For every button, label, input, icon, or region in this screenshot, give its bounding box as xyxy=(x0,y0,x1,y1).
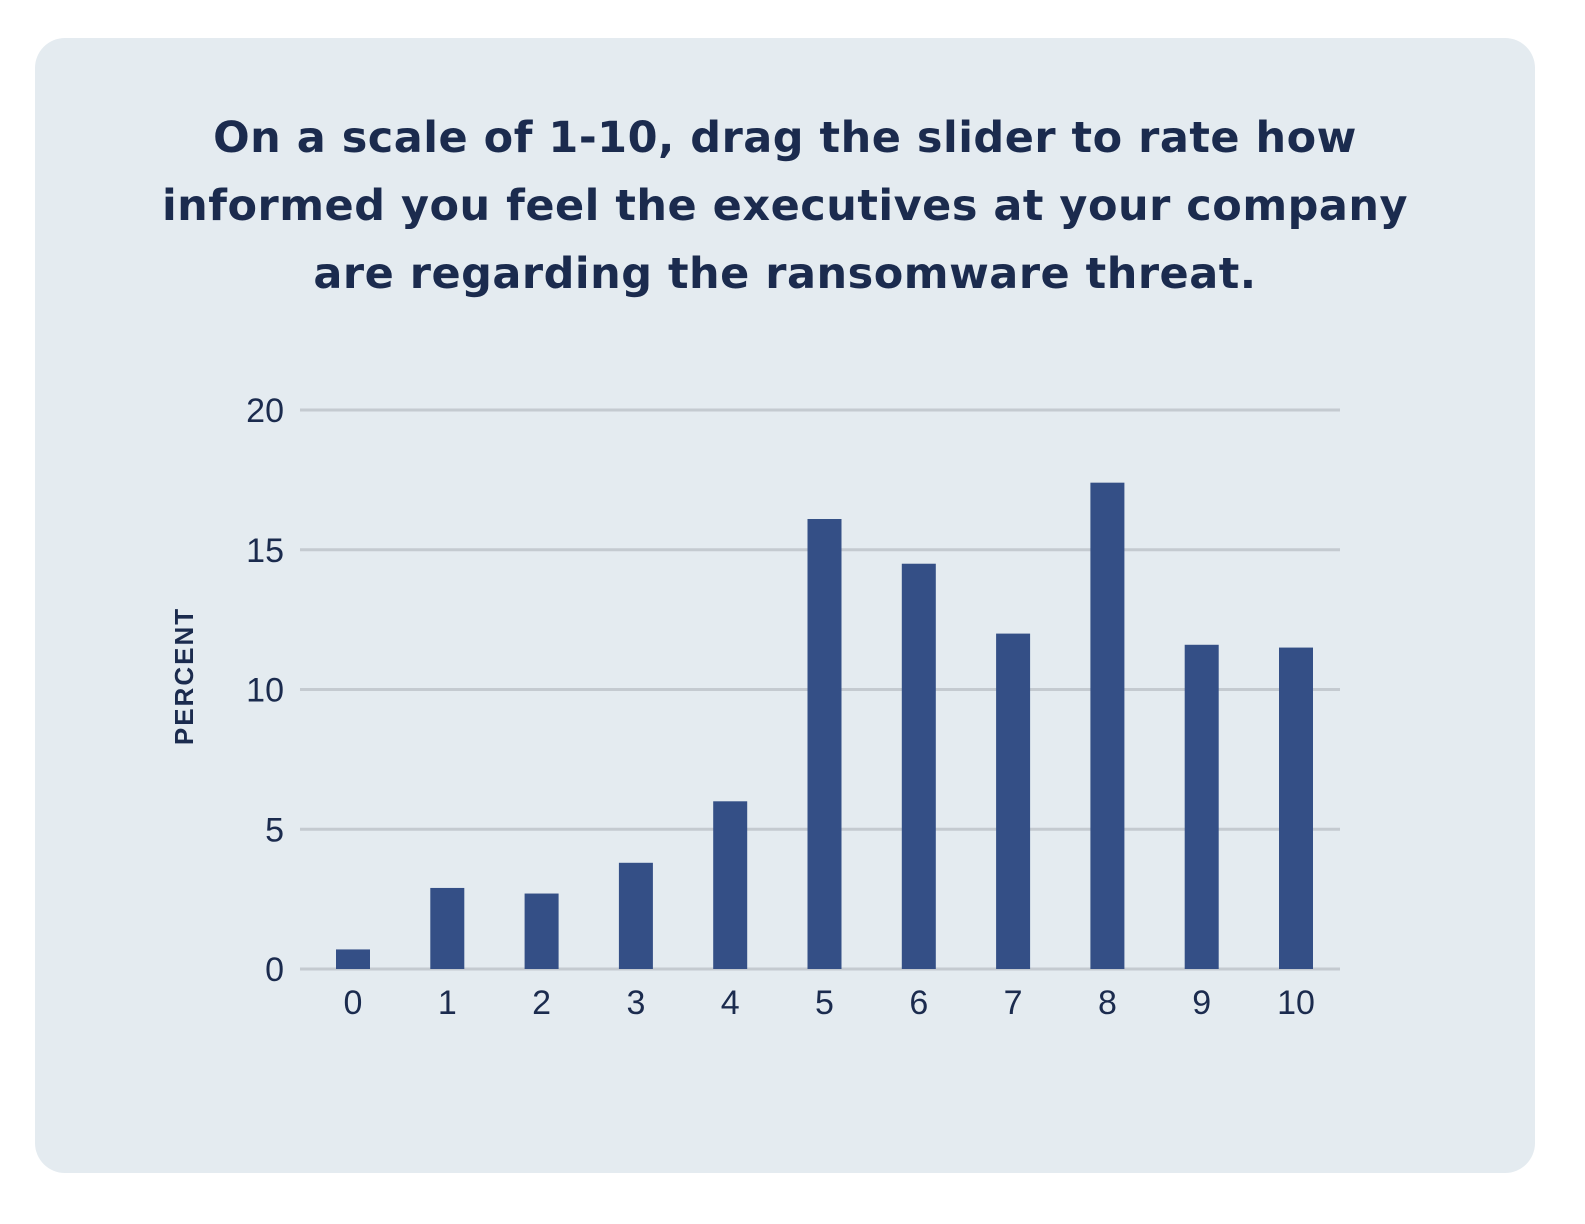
x-tick-label: 3 xyxy=(626,984,645,1022)
x-tick-label: 0 xyxy=(344,984,363,1022)
x-tick-label: 9 xyxy=(1192,984,1211,1022)
y-tick-label: 20 xyxy=(246,392,284,430)
chart-title: On a scale of 1-10, drag the slider to r… xyxy=(161,113,1409,299)
x-tick-label: 6 xyxy=(909,984,928,1022)
bar-5 xyxy=(807,519,842,969)
bar-1 xyxy=(430,887,465,969)
x-tick-label: 2 xyxy=(532,984,551,1022)
bars xyxy=(336,482,1313,969)
x-axis-ticks: 0 1 2 3 4 5 6 7 8 9 10 xyxy=(344,984,1315,1022)
y-axis-label: PERCENT xyxy=(169,607,199,745)
y-tick-label: 15 xyxy=(246,532,284,570)
x-tick-label: 5 xyxy=(815,984,834,1022)
bar-0 xyxy=(336,949,370,969)
bar-7 xyxy=(996,633,1031,969)
bar-8 xyxy=(1090,482,1125,969)
x-tick-label: 4 xyxy=(721,984,740,1022)
x-tick-label: 1 xyxy=(438,984,457,1022)
bar-4 xyxy=(713,801,748,969)
bar-10 xyxy=(1279,647,1313,969)
bar-3 xyxy=(618,862,653,969)
bar-2 xyxy=(524,893,559,969)
y-axis-ticks: 0 5 10 15 20 xyxy=(246,392,284,989)
x-tick-label: 10 xyxy=(1277,984,1315,1022)
x-tick-label: 7 xyxy=(1004,984,1023,1022)
y-tick-label: 5 xyxy=(265,811,284,849)
x-tick-label: 8 xyxy=(1098,984,1117,1022)
y-tick-label: 10 xyxy=(246,672,284,710)
bar-9 xyxy=(1184,644,1219,969)
chart-card: On a scale of 1-10, drag the slider to r… xyxy=(35,38,1535,1173)
bar-6 xyxy=(901,563,936,969)
y-tick-label: 0 xyxy=(265,951,284,989)
